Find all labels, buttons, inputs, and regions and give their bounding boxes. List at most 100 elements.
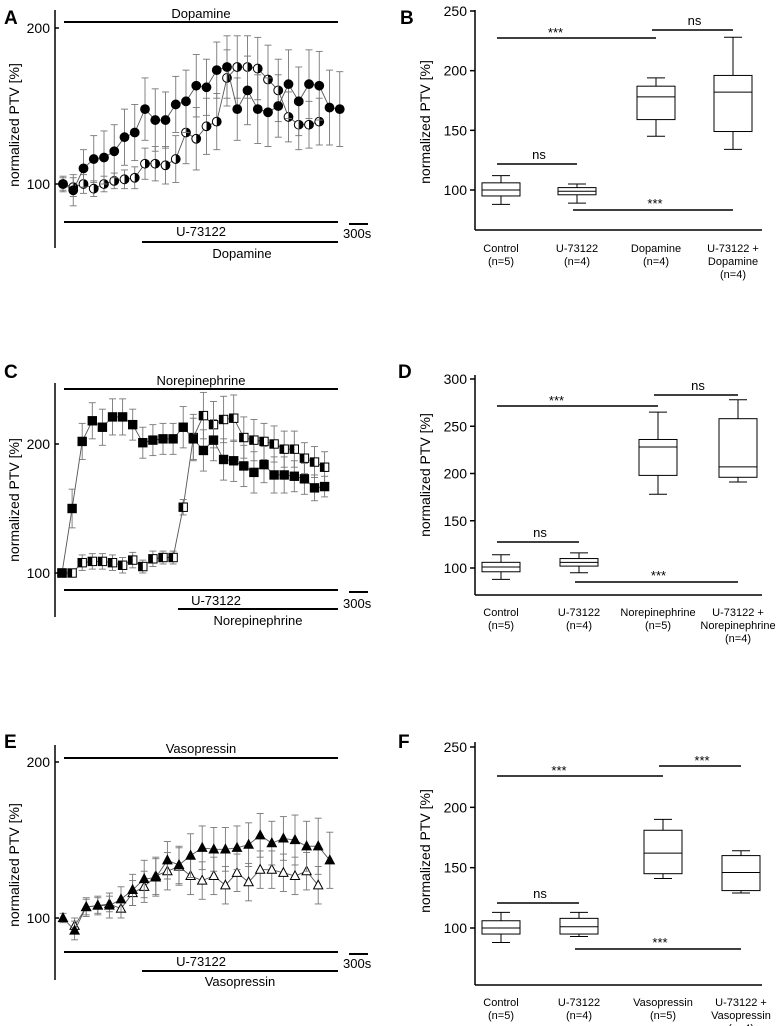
box-body-b-0 [481,182,521,197]
box-body-f-0 [481,920,521,935]
data-point-c-1-19 [249,435,259,445]
y-tick-label-d-100: 100 [444,560,468,576]
panel-a: A normalized PTV [%] 200 100 Dopamine U-… [4,6,372,261]
data-point-e-0-19 [277,832,289,843]
data-point-e-0-6 [127,883,139,895]
data-point-a-0-2 [78,163,89,174]
data-point-e-0-23 [324,854,336,865]
category-labels-f: Control(n=5)U-73122(n=4)Vasopressin(n=5)… [483,997,771,1026]
series-line-a-0 [62,66,340,191]
data-point-c-1-16-fill [219,415,224,424]
data-point-c-1-15-fill [209,420,214,429]
data-point-c-1-8 [138,561,148,572]
data-point-a-1-8 [140,158,150,169]
data-point-a-1-23-fill [298,120,304,130]
data-point-e-1-12 [208,869,220,880]
category-n-d-0: (n=5) [488,620,514,632]
data-point-c-1-8-fill [138,562,143,571]
category-n-d-2: (n=5) [645,620,671,632]
data-point-a-0-6 [119,132,130,143]
data-point-a-0-12 [181,96,191,107]
data-point-c-1-17-fill [229,414,234,423]
data-point-c-1-3-fill [88,557,93,566]
data-point-c-0-8 [138,438,148,448]
data-point-c-1-23-fill [290,444,295,454]
plot-area-c [57,391,330,578]
data-point-a-0-17 [232,104,243,115]
data-point-a-1-14-fill [206,121,211,131]
significance-f: *** *** ns *** [497,753,741,950]
data-point-a-1-15 [211,116,222,127]
time-scale-label-e: 300s [343,956,372,971]
data-point-c-0-7 [128,419,138,430]
panel-letter-c: C [4,362,18,383]
data-point-a-1-19-fill [257,64,263,73]
data-point-c-1-3 [87,556,97,567]
y-tick-label-b-150: 150 [444,122,468,138]
data-point-c-0-25 [309,483,320,493]
box-f-2 [643,818,683,880]
data-point-e-1-18 [277,866,289,877]
category-name-f-3: U-73122 + [715,997,767,1009]
y-axis-title-b: normalized PTV [%] [417,60,433,184]
category-n-f-1: (n=4) [566,1010,592,1022]
data-point-c-1-7-fill [128,555,133,565]
data-point-a-0-22 [283,79,294,90]
data-point-a-0-25 [314,80,325,91]
data-point-c-1-23 [289,444,300,454]
y-axis-title-a: normalized PTV [%] [6,63,22,187]
y-tick-label-a-100: 100 [27,176,51,192]
data-point-c-1-5-fill [108,558,113,567]
significance-label-d-3: *** [651,568,666,583]
y-tick-label-d-250: 250 [444,418,468,434]
data-point-a-1-15-fill [216,117,222,126]
y-tick-label-d-300: 300 [444,371,468,387]
data-point-c-1-1 [67,568,77,578]
data-point-a-0-27 [334,104,345,115]
data-point-c-1-2 [77,557,87,568]
data-point-a-0-24 [304,79,314,90]
category-name-d-2: Norepinephrine [620,607,695,619]
data-point-a-1-9-fill [155,159,160,169]
category-n-b-3: (n=4) [720,269,746,281]
treatment-label-inhibitor-c: U-73122 [191,593,241,608]
data-point-a-1-22-fill [288,112,293,122]
category-n-d-1: (n=4) [566,620,592,632]
data-point-c-0-5 [107,412,118,422]
box-plot-d [481,399,758,580]
box-d-0 [481,554,521,580]
y-ticks-b: 100 150 200 250 [444,3,475,198]
data-point-e-0-15 [231,841,243,852]
category-name-b-1: U-73122 [556,243,598,255]
data-point-a-0-1 [68,185,79,196]
box-f-0 [481,911,521,943]
data-point-c-0-21 [269,470,279,480]
data-point-a-1-3 [88,183,99,194]
box-b-0 [481,175,521,205]
data-point-c-0-22 [279,470,289,480]
data-point-e-0-4 [103,899,115,910]
y-tick-label-f-100: 100 [444,920,468,936]
panel-c: C normalized PTV [%] 200 100 Norepinephr… [4,362,372,628]
data-point-a-0-3 [88,154,99,164]
data-point-c-1-26-fill [320,463,325,472]
significance-label-b-0: *** [548,25,563,40]
data-point-a-0-21 [273,101,284,111]
significance-label-f-0: *** [551,763,566,778]
data-point-c-1-6-fill [118,561,123,570]
data-point-a-0-13 [191,80,202,91]
y-tick-label-d-200: 200 [444,466,468,482]
data-point-e-0-22 [312,840,324,851]
data-point-e-1-16 [254,863,266,874]
data-point-e-0-1 [69,924,81,935]
box-d-1 [559,552,599,574]
data-point-a-1-6 [119,174,130,185]
data-point-c-1-6 [117,560,128,570]
box-f-3 [721,850,761,894]
y-axis-title-f: normalized PTV [%] [417,789,433,913]
data-point-e-1-19 [289,869,301,880]
data-point-a-1-11-fill [175,154,181,164]
data-point-c-0-3 [87,416,97,426]
treatment-label-inhibitor-e: U-73122 [176,954,226,969]
